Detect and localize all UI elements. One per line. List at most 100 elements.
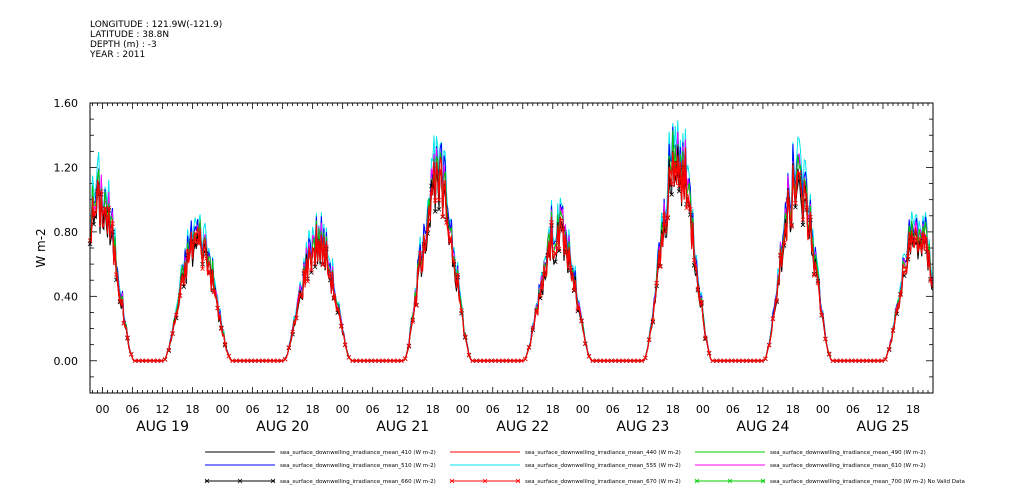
series-marker [654,280,659,286]
series-marker [354,358,359,364]
series-marker [327,271,333,276]
series-marker [823,336,828,342]
series-marker [650,318,656,323]
series-marker [406,343,412,348]
series-marker [320,262,325,268]
series-marker [309,268,314,273]
series-marker [260,358,265,364]
x-tick-label: 18 [186,403,200,416]
series-marker [91,221,97,227]
series-marker [384,358,389,364]
x-tick-label: 18 [426,403,440,416]
series-marker [147,358,153,364]
series-marker [684,205,689,211]
x-tick-label: 06 [606,403,620,416]
series-marker [815,280,821,286]
x-tick-label: 06 [486,403,500,416]
legend-marker [694,478,700,484]
series-marker [485,358,491,364]
legend-entry: sea_surface_downwelling_irradiance_mean_… [770,463,926,469]
series-marker [279,358,284,364]
series-marker [793,200,798,206]
series-marker [699,299,704,305]
series-marker [639,358,644,364]
series-marker [643,355,648,361]
series-marker [793,204,798,210]
series-marker [226,353,232,359]
series-marker [834,358,839,364]
series-marker [552,259,558,264]
x-tick-labels: 00 06 12 18 00 06 12 18 00 06 12 18 00 06 12 18 00 06 12 18… [96,403,920,416]
day-label: AUG 23 [616,419,669,435]
y-tick-label: 1.20 [54,161,79,174]
series-marker [207,270,213,276]
series-marker [324,244,329,250]
series-marker [181,281,187,286]
series-marker [245,358,250,364]
series-marker [789,224,794,229]
series-marker [297,292,303,297]
series-marker [744,358,749,364]
series-marker [868,358,873,364]
legend-marker [449,478,455,484]
series-marker [609,358,614,364]
series-marker [658,264,663,270]
series-marker [342,342,348,347]
series-marker [305,279,310,284]
series-marker [492,358,498,364]
legend-entry: sea_surface_downwelling_irradiance_mean_… [280,450,436,456]
series-marker [725,358,731,364]
series-marker [714,358,719,364]
series-marker [264,358,269,364]
series-marker [316,241,322,247]
series-marker [282,356,288,362]
x-tick-label: 12 [636,403,650,416]
series-marker [174,312,179,318]
series-marker [369,358,374,364]
series-marker [455,272,461,278]
series-marker [631,358,637,364]
series-marker [673,160,678,165]
series-marker [924,246,930,252]
series-marker [733,358,738,364]
series-marker [241,358,247,364]
series-marker [365,358,370,364]
legend: sea_surface_downwelling_irradiance_mean_… [204,450,965,485]
series-marker [462,334,468,339]
legend-marker [204,478,210,484]
x-tick-label: 00 [576,403,590,416]
series-marker [290,329,295,335]
series-marker [196,241,202,247]
series-marker [136,358,142,364]
series-marker [909,236,915,242]
series-marker [440,214,445,219]
series-marker [414,303,419,308]
series-marker [432,209,438,214]
series-marker [841,358,847,364]
series-marker [898,292,903,298]
x-tick-label: 12 [756,403,770,416]
series-marker [826,351,832,357]
series-marker [204,256,209,261]
series-marker [387,358,393,364]
series-marker [477,358,483,364]
series-marker [890,328,896,333]
series-marker [849,358,854,364]
series-marker [312,261,318,267]
series-marker [519,358,524,364]
legend-entry: sea_surface_downwelling_irradiance_mean_… [770,450,926,456]
series-marker [117,298,123,304]
series-marker [871,358,877,364]
series-line [89,131,934,362]
series-marker [759,358,764,364]
series-marker [500,358,506,364]
series-marker [436,207,442,212]
x-tick-label: 18 [666,403,680,416]
series-marker [372,358,378,364]
series-marker [91,211,97,217]
series-marker [331,295,337,300]
series-lines [87,120,934,364]
series-marker [470,358,476,364]
series-marker [808,214,813,220]
series-marker [590,358,596,364]
